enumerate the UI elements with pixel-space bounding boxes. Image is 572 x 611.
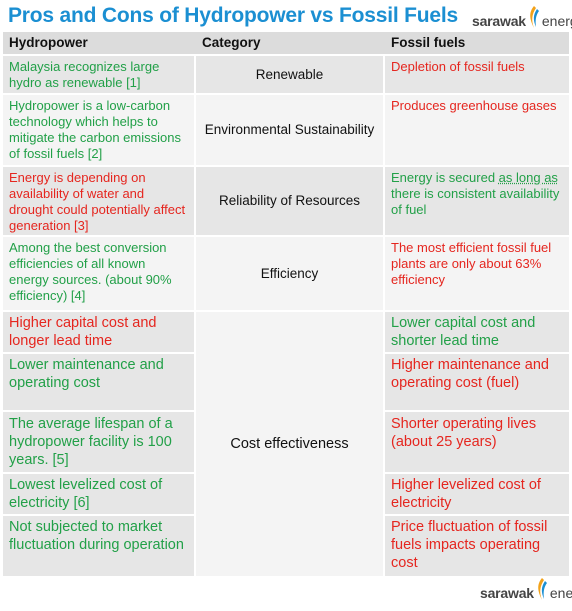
logo-swoosh-icon [538,578,547,600]
logo-word-energy: energy [549,585,572,601]
fossil-cell: The most efficient fossil fuel plants ar… [385,237,569,310]
page-title: Pros and Cons of Hydropower vs Fossil Fu… [8,4,458,27]
table-row-environmental: Hydropower is a low-carbon technology wh… [3,95,569,165]
category-cell: Environmental Sustainability [196,95,383,165]
logo-swoosh-icon [530,6,539,28]
fossil-text-c: there is consistent availability of fuel [391,186,560,217]
table-row-renewable: Malaysia recognizes large hydro as renew… [3,56,569,93]
logo-word-sarawak: sarawak [472,13,526,29]
fossil-cost-cell: Higher maintenance and operating cost (f… [385,354,569,410]
category-cell: Reliability of Resources [196,167,383,235]
fossil-cost-cell: Shorter operating lives (about 25 years) [385,412,569,472]
table-row-efficiency: Among the best conversion efficiencies o… [3,237,569,310]
fossil-cost-cell: Higher levelized cost of electricity [385,474,569,514]
fossil-cell: Depletion of fossil fuels [385,56,569,93]
cost-row: Not subjected to market fluctuation duri… [3,516,569,576]
hydro-cost-cell: Lowest levelized cost of electricity [6] [3,474,194,514]
hydro-cost-cell: Lower maintenance and operating cost [3,354,194,410]
hydro-cell: Hydropower is a low-carbon technology wh… [3,95,194,165]
fossil-cell: Energy is secured as long as there is co… [385,167,569,235]
table-header-row: Hydropower Category Fossil fuels [3,32,569,54]
category-cell: Renewable [196,56,383,93]
comparison-table: Hydropower Category Fossil fuels Malaysi… [3,32,569,576]
category-cell: Efficiency [196,237,383,310]
fossil-cost-cell: Price fluctuation of fossil fuels impact… [385,516,569,576]
cost-row: The average lifespan of a hydropower fac… [3,412,569,472]
fossil-text-a: Energy is secured [391,170,499,185]
hydro-cost-cell: The average lifespan of a hydropower fac… [3,412,194,472]
hydro-cost-cell: Not subjected to market fluctuation duri… [3,516,194,576]
header-hydropower: Hydropower [9,35,88,50]
fossil-cost-cell: Lower capital cost and shorter lead time [385,312,569,352]
hydro-cell: Among the best conversion efficiencies o… [3,237,194,310]
sarawak-energy-logo: sarawak energy [472,6,572,28]
header-fossil-fuels: Fossil fuels [391,35,466,50]
hydro-cost-cell: Higher capital cost and longer lead time [3,312,194,352]
cost-row: Lower maintenance and operating cost Hig… [3,354,569,410]
logo-word-sarawak: sarawak [480,585,534,601]
cost-row: Higher capital cost and longer lead time… [3,312,569,352]
hydro-cell: Energy is depending on availability of w… [3,167,194,235]
cost-row: Lowest levelized cost of electricity [6]… [3,474,569,514]
category-cell-cost-effectiveness: Cost effectiveness [196,312,383,576]
hydro-cell: Malaysia recognizes large hydro as renew… [3,56,194,93]
table-row-reliability: Energy is depending on availability of w… [3,167,569,235]
fossil-text-underlined: as long as [498,170,558,185]
logo-word-energy: energy [541,13,572,29]
header-category: Category [202,35,261,50]
sarawak-energy-logo-footer: sarawak energy [480,578,572,600]
fossil-cell: Produces greenhouse gases [385,95,569,165]
